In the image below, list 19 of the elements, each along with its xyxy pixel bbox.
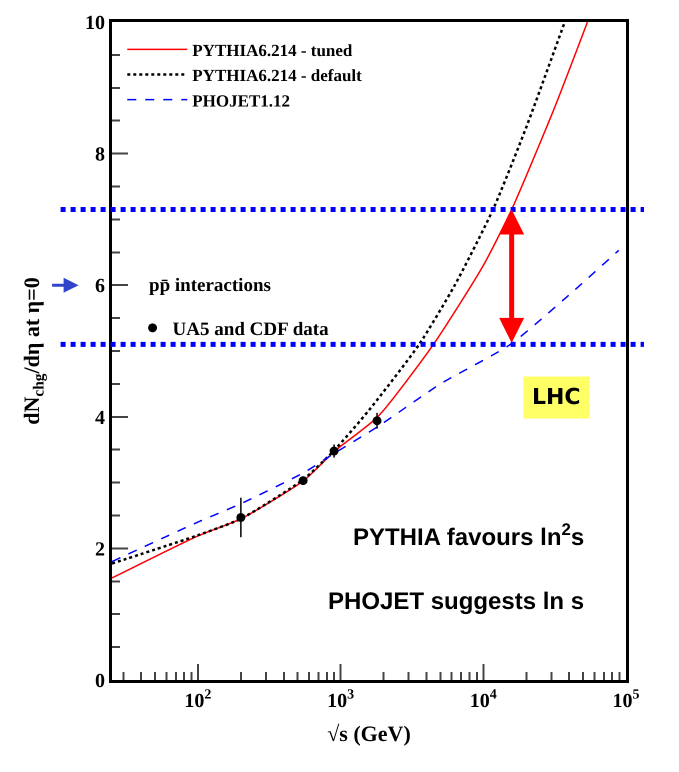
legend-label: PHOJET1.12 bbox=[192, 91, 290, 110]
x-tick-label: 10$^{4}$ bbox=[470, 688, 497, 712]
legend-label: PYTHIA6.214 - default bbox=[192, 66, 362, 86]
x-axis-title: √s (GeV) bbox=[327, 720, 411, 746]
x-tick-label: 10$^{5}$ bbox=[612, 688, 640, 712]
y-tick-label: 0 bbox=[95, 670, 105, 692]
y-tick-label: 6 bbox=[95, 275, 105, 298]
annotation: pp̄ interactions bbox=[149, 275, 271, 296]
y-tick-label: 8 bbox=[95, 144, 105, 166]
annotation: PHOJET suggests ln s bbox=[328, 588, 584, 615]
annotation: LHC bbox=[532, 385, 581, 410]
annotation: PYTHIA favours ln$^{2}$s bbox=[353, 520, 584, 552]
x-tick-label: 10$^{2}$ bbox=[184, 688, 212, 712]
y-tick-label: 10 bbox=[85, 12, 105, 34]
legend-label: UA5 and CDF data bbox=[172, 319, 330, 340]
y-tick-label: 2 bbox=[95, 538, 105, 560]
x-tick-label: 10$^{3}$ bbox=[327, 688, 354, 712]
y-tick-label: 4 bbox=[95, 406, 105, 429]
legend-label: PYTHIA6.214 - tuned bbox=[192, 41, 353, 60]
